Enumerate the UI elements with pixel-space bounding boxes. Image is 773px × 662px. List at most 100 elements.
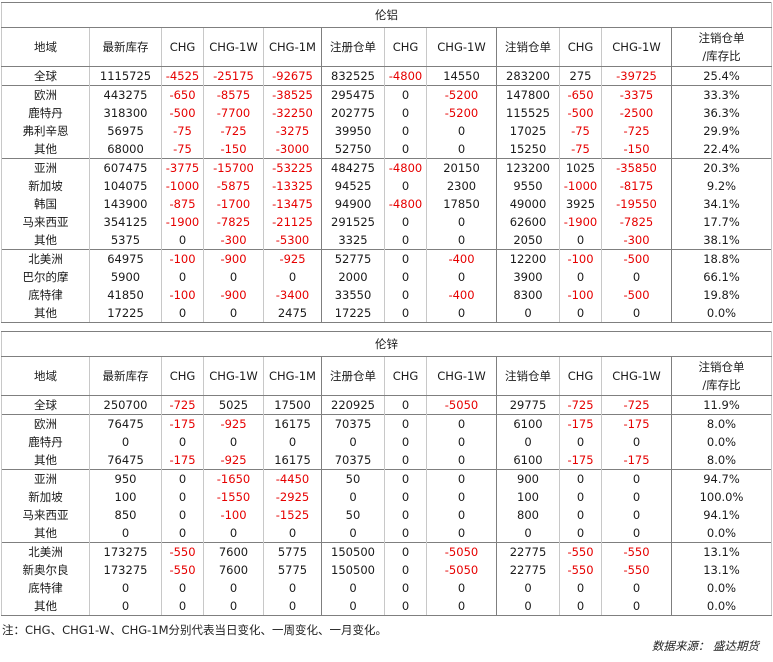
table-row: 巴尔的摩 5900 0 0 0 2000 0 0 3900 0 0 66.1% [1,268,772,286]
value-cell: -175 [559,414,602,433]
value-cell: 17.7% [671,213,772,231]
value-cell: -500 [161,104,204,122]
value-cell: 0.0% [671,433,772,451]
value-cell: -175 [601,414,672,433]
value-cell: 0 [89,579,162,597]
value-cell: 0 [384,122,427,140]
value-cell: 0 [161,488,204,506]
value-cell: 0 [384,524,427,543]
value-cell: 38.1% [671,231,772,250]
value-cell: -650 [161,85,204,104]
value-cell: 0 [384,140,427,159]
value-cell: 0 [384,249,427,268]
value-cell: 0 [384,304,427,323]
region-cell: 其他 [1,304,90,323]
value-cell: 0 [384,177,427,195]
column-header-line: /库存比 [702,49,741,63]
value-cell: -550 [559,542,602,561]
value-cell: 0 [89,524,162,543]
value-cell: 0 [496,433,560,451]
value-cell: -100 [203,506,264,524]
region-cell: 韩国 [1,195,90,213]
value-cell: 0 [426,597,497,616]
value-cell: -925 [263,249,322,268]
value-cell: 0.0% [671,579,772,597]
value-cell: 0 [203,597,264,616]
value-cell: 0 [321,433,385,451]
value-cell: -39725 [601,66,672,86]
value-cell: 0 [601,506,672,524]
column-header: 注册仓单 [321,27,385,67]
column-header: 地域 [1,27,90,67]
value-cell: -100 [161,286,204,304]
value-cell: 94900 [321,195,385,213]
value-cell: 13.1% [671,542,772,561]
value-cell: 0 [559,231,602,250]
value-cell: 5375 [89,231,162,250]
region-cell: 全球 [1,66,90,86]
value-cell: 0 [321,524,385,543]
value-cell: 0 [601,597,672,616]
value-cell: -175 [559,451,602,470]
value-cell: 0.0% [671,524,772,543]
value-cell: 17225 [321,304,385,323]
column-header: CHG-1W [203,356,264,396]
value-cell: -1550 [203,488,264,506]
column-header: CHG [559,27,602,67]
value-cell: 29775 [496,395,560,415]
value-cell: 19.8% [671,286,772,304]
value-cell: -725 [203,122,264,140]
table-row: 鹿特丹 0 0 0 0 0 0 0 0 0 0 0.0% [1,433,772,451]
value-cell: 17500 [263,395,322,415]
value-cell: -13325 [263,177,322,195]
table-row: 鹿特丹 318300 -500 -7700 -32250 202775 0 -5200 1155… [1,104,772,122]
value-cell: -5875 [203,177,264,195]
column-header: CHG [384,356,427,396]
data-source: 数据来源： 盛达期货 [651,639,759,653]
column-header: CHG-1M [263,27,322,67]
value-cell: 0 [559,597,602,616]
value-cell: 0 [601,433,672,451]
region-cell: 底特律 [1,286,90,304]
column-header: 注销仓单/库存比 [671,27,772,67]
region-cell: 新加坡 [1,177,90,195]
value-cell: 0 [426,469,497,488]
value-cell: -75 [559,140,602,159]
value-cell: -3775 [161,158,204,177]
value-cell: 607475 [89,158,162,177]
value-cell: 0 [384,488,427,506]
region-cell: 其他 [1,451,90,470]
value-cell: -650 [559,85,602,104]
region-cell: 欧洲 [1,85,90,104]
value-cell: -7700 [203,104,264,122]
table-row: 北美洲 64975 -100 -900 -925 52775 0 -400 12200 -100-… [1,249,772,268]
column-header: 最新库存 [89,27,162,67]
value-cell: 0 [426,122,497,140]
value-cell: 443275 [89,85,162,104]
value-cell: 0 [89,597,162,616]
value-cell: 16175 [263,451,322,470]
region-cell: 北美洲 [1,542,90,561]
value-cell: -550 [601,561,672,579]
value-cell: 66.1% [671,268,772,286]
value-cell: 202775 [321,104,385,122]
value-cell: 0 [263,597,322,616]
value-cell: -400 [426,286,497,304]
table-row: 韩国 143900 -875 -1700 -13475 94900 -4800 17850 49… [1,195,772,213]
value-cell: 150500 [321,542,385,561]
value-cell: 0 [89,433,162,451]
value-cell: 0 [601,524,672,543]
value-cell: -3275 [263,122,322,140]
value-cell: 0 [161,597,204,616]
column-header: CHG [161,356,204,396]
header-row: 地域 最新库存 CHG CHG-1W CHG-1M 注册仓单 CHG CHG-1W 注销仓单 CH… [1,356,772,396]
value-cell: 0 [384,85,427,104]
value-cell: 7600 [203,561,264,579]
value-cell: 0 [384,597,427,616]
value-cell: 25.4% [671,66,772,86]
value-cell: -75 [161,140,204,159]
column-header-line: 注销仓单 [698,360,745,374]
value-cell: -175 [161,414,204,433]
value-cell: 2000 [321,268,385,286]
column-header: CHG-1W [601,356,672,396]
